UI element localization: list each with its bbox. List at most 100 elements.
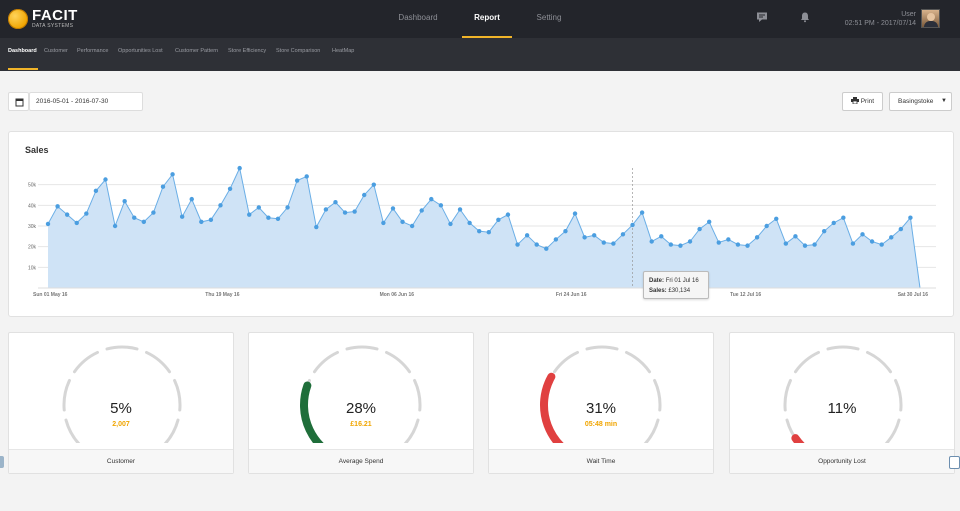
data-point[interactable] — [812, 242, 817, 247]
data-point[interactable] — [821, 228, 827, 234]
subnav-heatmap[interactable]: HeatMap — [332, 48, 355, 54]
print-button[interactable]: Print — [842, 92, 883, 111]
data-point[interactable] — [333, 200, 338, 205]
data-point[interactable] — [783, 241, 789, 246]
data-point[interactable] — [889, 235, 894, 240]
data-point[interactable] — [199, 219, 204, 225]
data-point[interactable] — [275, 216, 281, 221]
data-point[interactable] — [409, 223, 415, 229]
kpi-card-opportunity-lost[interactable]: 11% Opportunity Lost — [729, 332, 955, 474]
data-point[interactable] — [754, 235, 760, 240]
data-point[interactable] — [706, 219, 712, 225]
data-point[interactable] — [74, 220, 79, 226]
data-point[interactable] — [84, 211, 89, 216]
data-point[interactable] — [285, 205, 290, 210]
data-point[interactable] — [572, 211, 578, 216]
data-point[interactable] — [774, 216, 779, 221]
data-point[interactable] — [55, 204, 60, 209]
data-point[interactable] — [160, 184, 166, 189]
data-point[interactable] — [429, 196, 434, 202]
data-point[interactable] — [831, 220, 836, 226]
data-point[interactable] — [381, 220, 386, 226]
data-point[interactable] — [841, 215, 846, 220]
data-point[interactable] — [582, 235, 587, 240]
data-point[interactable] — [132, 215, 137, 220]
data-point[interactable] — [189, 196, 194, 202]
kpi-card-wait-time[interactable]: 31% 05:48 min Wait Time — [488, 332, 714, 474]
data-point[interactable] — [477, 228, 482, 234]
data-point[interactable] — [371, 182, 377, 187]
data-point[interactable] — [170, 172, 175, 177]
kpi-card-customer[interactable]: 5% 2,007 Customer — [8, 332, 234, 474]
data-point[interactable] — [534, 242, 539, 247]
data-point[interactable] — [611, 241, 616, 246]
subnav-opportunities-lost[interactable]: Opportunities Lost — [118, 48, 163, 54]
data-point[interactable] — [486, 230, 491, 235]
subnav-store-efficiency[interactable]: Store Efficiency — [228, 48, 267, 54]
data-point[interactable] — [544, 246, 549, 251]
data-point[interactable] — [524, 233, 530, 238]
data-point[interactable] — [45, 221, 51, 227]
data-point[interactable] — [448, 221, 453, 227]
data-point[interactable] — [601, 240, 606, 245]
data-point[interactable] — [218, 203, 223, 208]
data-point[interactable] — [850, 241, 856, 246]
data-point[interactable] — [879, 242, 884, 247]
nav-setting[interactable]: Setting — [536, 13, 562, 22]
chat-icon[interactable] — [756, 11, 768, 23]
calendar-button[interactable] — [8, 92, 29, 111]
data-point[interactable] — [438, 203, 444, 208]
data-point[interactable] — [860, 232, 865, 237]
data-point[interactable] — [467, 220, 472, 226]
data-point[interactable] — [314, 224, 319, 230]
data-point[interactable] — [266, 215, 271, 220]
data-point[interactable] — [687, 239, 693, 244]
data-point[interactable] — [678, 243, 683, 248]
data-point[interactable] — [620, 232, 626, 237]
data-point[interactable] — [247, 212, 252, 217]
data-point[interactable] — [352, 209, 357, 214]
sales-chart[interactable]: 10k 20k 30k 40k 50k Sun 01 May 16 Thu 19 May 1… — [0, 0, 960, 320]
data-point[interactable] — [237, 165, 242, 171]
chat-widget-icon[interactable] — [949, 456, 960, 469]
data-point[interactable] — [419, 208, 424, 213]
data-point[interactable] — [496, 217, 501, 222]
data-point[interactable] — [457, 207, 463, 212]
data-point[interactable] — [103, 177, 108, 182]
subnav-customer[interactable]: Customer — [44, 48, 68, 54]
data-point[interactable] — [591, 233, 597, 238]
data-point[interactable] — [639, 210, 645, 215]
data-point[interactable] — [256, 205, 262, 210]
scroll-handle-left[interactable] — [0, 456, 4, 468]
data-point[interactable] — [515, 242, 520, 247]
data-point[interactable] — [735, 242, 741, 247]
data-point[interactable] — [362, 192, 367, 198]
subnav-store-comparison[interactable]: Store Comparison — [276, 48, 321, 54]
data-point[interactable] — [400, 219, 405, 225]
data-point[interactable] — [93, 188, 99, 194]
brand-logo[interactable]: FACIT DATA SYSTEMS — [8, 8, 78, 29]
data-point[interactable] — [649, 239, 654, 244]
date-range-input[interactable]: 2016-05-01 - 2016-07-30 — [29, 92, 143, 111]
data-point[interactable] — [64, 212, 70, 217]
avatar[interactable] — [921, 9, 940, 28]
subnav-dashboard[interactable]: Dashboard — [8, 48, 37, 54]
data-point[interactable] — [869, 239, 875, 244]
data-point[interactable] — [208, 217, 214, 222]
data-point[interactable] — [141, 219, 147, 225]
data-point[interactable] — [898, 226, 904, 232]
data-point[interactable] — [553, 237, 559, 242]
kpi-card-average-spend[interactable]: 28% £16.21 Average Spend — [248, 332, 474, 474]
data-point[interactable] — [342, 210, 348, 215]
data-point[interactable] — [745, 243, 750, 248]
data-point[interactable] — [697, 226, 702, 232]
data-point[interactable] — [227, 186, 233, 191]
subnav-performance[interactable]: Performance — [77, 48, 109, 54]
data-point[interactable] — [505, 212, 511, 217]
nav-dashboard[interactable]: Dashboard — [398, 13, 438, 22]
data-point[interactable] — [112, 223, 118, 229]
nav-report[interactable]: Report — [462, 0, 512, 38]
data-point[interactable] — [793, 234, 798, 239]
data-point[interactable] — [716, 240, 721, 245]
bell-icon[interactable] — [799, 11, 811, 23]
